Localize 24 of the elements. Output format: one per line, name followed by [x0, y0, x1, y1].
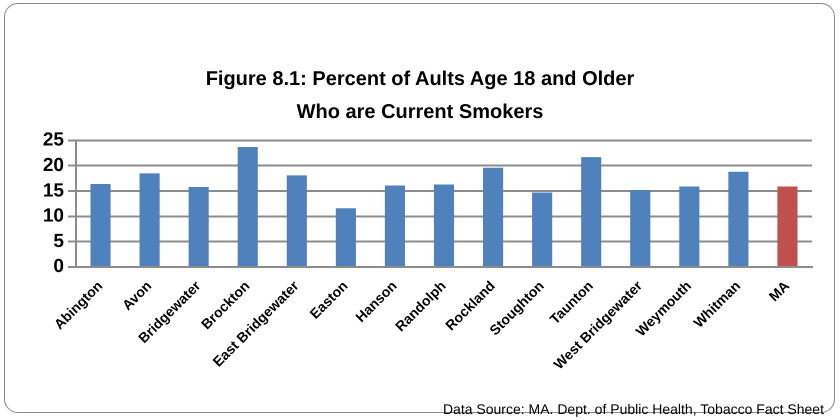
bar: [286, 175, 307, 266]
bar: [238, 146, 258, 266]
y-tick-label: 10: [42, 206, 64, 227]
bar: [336, 208, 356, 266]
bar: [188, 186, 209, 266]
bar: [434, 184, 454, 266]
chart-title: Figure 8.1: Percent of Aults Age 18 and Older Who are Current Smokers: [204, 67, 636, 125]
y-tick-label: 0: [53, 256, 64, 278]
bar: [140, 173, 160, 266]
source-note: Data Source: MA. Dept. of Public Health, Tobacco Fact Sheet: [442, 401, 824, 417]
bar: [384, 185, 405, 266]
bar: [581, 157, 602, 266]
y-tick-label: 15: [42, 180, 64, 202]
y-tick-label: 20: [42, 154, 64, 176]
bar: [679, 186, 700, 266]
x-tick-label: MA: [766, 277, 792, 304]
bar: [728, 172, 748, 266]
y-tick-label: 25: [42, 130, 64, 151]
bar: [532, 192, 552, 266]
bar: [90, 184, 111, 266]
bar: [483, 168, 504, 266]
y-tick-label: 5: [53, 230, 64, 252]
bar: [777, 186, 798, 266]
bar: [630, 190, 650, 266]
